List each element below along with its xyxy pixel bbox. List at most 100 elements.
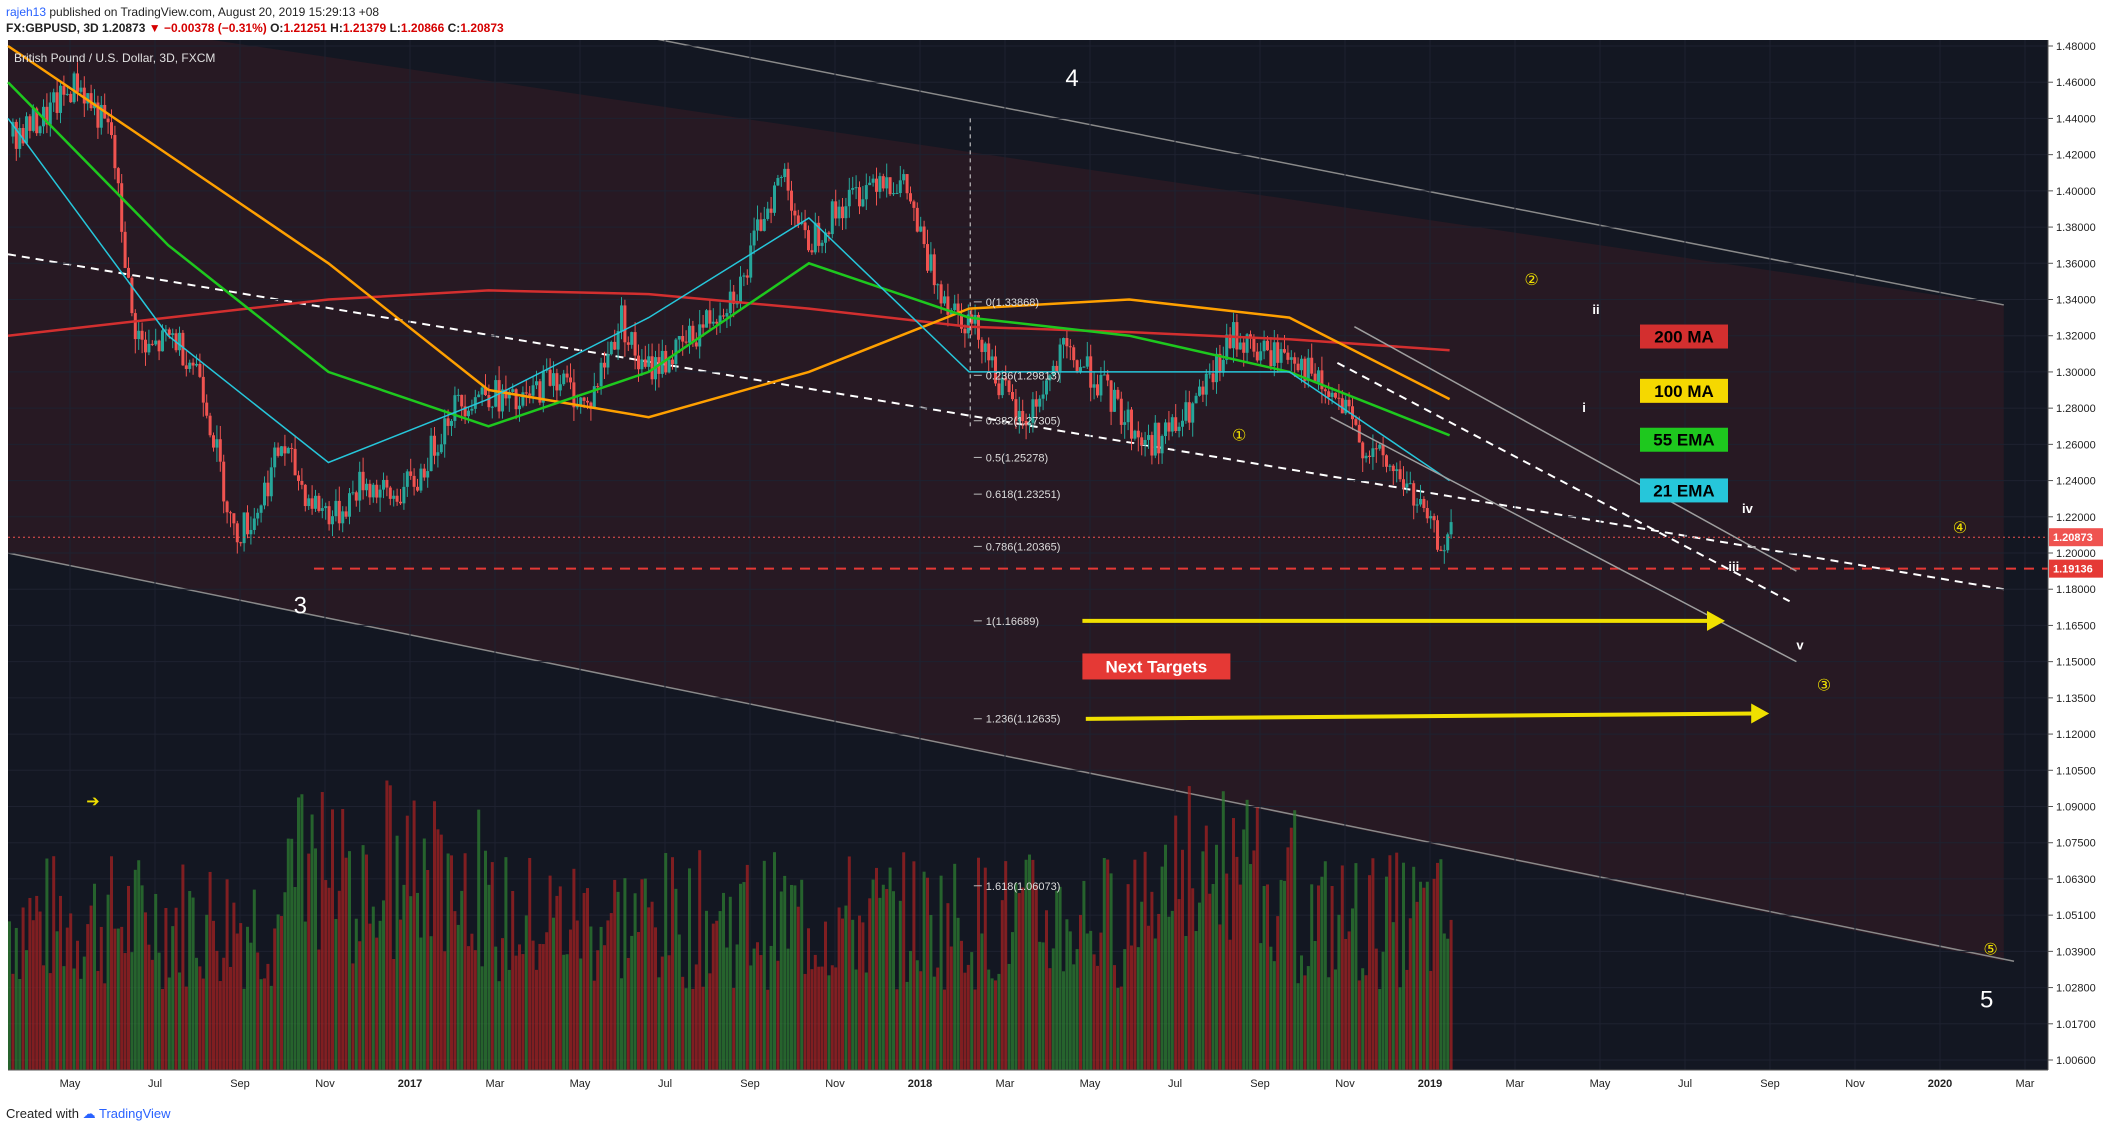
candle-body [225, 501, 229, 513]
volume-bar [514, 955, 518, 1070]
candle-body [1371, 448, 1375, 457]
candle-body [898, 180, 902, 194]
volume-bar [722, 892, 725, 1070]
x-tick-label: May [1080, 1078, 1101, 1090]
volume-bar [222, 957, 226, 1070]
volume-bar [1024, 859, 1028, 1070]
candle-body [1337, 397, 1341, 399]
volume-bar [647, 907, 651, 1070]
price-chart[interactable]: 0(1.33868) 0.236(1.29813) 0.382(1.27305) 0.… [0, 40, 2107, 1100]
y-tick-label: 1.22000 [2056, 512, 2096, 524]
volume-bar [1429, 970, 1433, 1070]
volume-bar [983, 867, 987, 1070]
legend-label: 55 EMA [1653, 431, 1714, 450]
open-value: 1.21251 [283, 21, 327, 35]
volume-bar [637, 932, 640, 1070]
volume-bar [235, 933, 239, 1070]
candle-body [1150, 435, 1154, 456]
candle-body [446, 418, 450, 426]
yellow-arrow-icon: ➔ [86, 792, 99, 811]
volume-bar [69, 913, 73, 1070]
volume-bar [21, 907, 25, 1070]
volume-bar [569, 929, 572, 1070]
volume-bar [1266, 884, 1269, 1070]
candle-body [1208, 373, 1212, 375]
candle-body [1041, 394, 1045, 399]
candle-body [1415, 504, 1419, 506]
candle-body [1300, 358, 1303, 371]
candle-body [1218, 353, 1222, 373]
volume-bar [861, 922, 865, 1070]
candle-body [460, 394, 464, 407]
volume-bar [1391, 922, 1395, 1070]
volume-bar [1140, 901, 1144, 1070]
candle-body [144, 339, 147, 353]
volume-bar [885, 889, 889, 1070]
candle-body [694, 342, 698, 347]
candle-body [1174, 417, 1178, 431]
volume-bar [38, 911, 42, 1070]
candle-body [1272, 342, 1276, 367]
x-tick-label: Jul [658, 1078, 672, 1090]
candle-body [895, 193, 899, 195]
candle-body [1398, 469, 1402, 480]
volume-bar [613, 879, 617, 1070]
volume-bar [314, 848, 317, 1070]
candle-body [793, 210, 797, 216]
volume-bar [643, 878, 647, 1070]
candle-body [640, 359, 644, 370]
volume-bar [1334, 969, 1337, 1070]
candle-body [164, 329, 168, 331]
volume-bar [337, 890, 341, 1070]
candle-body [307, 498, 311, 507]
candle-body [783, 168, 787, 178]
volume-bar [800, 879, 804, 1070]
candle-body [994, 356, 997, 384]
volume-bar [956, 917, 960, 1070]
volume-bar [1170, 910, 1174, 1070]
low-label: L: [389, 21, 401, 35]
volume-bar [365, 854, 368, 1070]
candle-body [1079, 367, 1082, 372]
candle-body [756, 219, 759, 231]
volume-bar [31, 920, 35, 1070]
minor-wave-label: ④ [1953, 518, 1967, 537]
volume-bar [963, 972, 967, 1070]
volume-bar [93, 883, 96, 1070]
volume-bar [157, 952, 161, 1070]
volume-bar [1313, 940, 1317, 1070]
volume-bar [1051, 948, 1055, 1070]
candle-body [844, 206, 848, 219]
volume-bar [1000, 900, 1004, 1070]
volume-bar [1041, 942, 1045, 1070]
candle-body [1004, 377, 1008, 381]
candle-body [1347, 399, 1351, 407]
volume-bar [555, 895, 559, 1070]
x-tick-label: 2020 [1928, 1078, 1952, 1090]
candle-body [198, 363, 202, 377]
target-arrow-1-head [1707, 610, 1725, 631]
volume-bar [1007, 963, 1011, 1070]
author-link[interactable]: rajeh13 [6, 5, 47, 19]
candle-body [1330, 392, 1334, 397]
candle-body [167, 329, 171, 335]
candle-body [538, 381, 542, 403]
volume-bar [242, 988, 246, 1070]
last-price: 1.20873 [102, 21, 146, 35]
y-tick-label: 1.06300 [2056, 874, 2096, 886]
candle-body [1317, 370, 1320, 383]
tradingview-brand[interactable]: TradingView [99, 1106, 171, 1121]
candle-body [263, 482, 266, 506]
candle-body [181, 332, 185, 366]
candle-body [1048, 375, 1052, 381]
volume-bar [1218, 924, 1222, 1070]
volume-bar [1327, 977, 1331, 1070]
volume-bar [327, 887, 331, 1070]
candle-body [1259, 351, 1263, 361]
volume-bar [470, 933, 474, 1070]
volume-bar [660, 956, 664, 1070]
legend-label: 100 MA [1654, 382, 1714, 401]
volume-bar [378, 920, 382, 1070]
volume-bar [810, 969, 814, 1070]
volume-bar [575, 920, 579, 1070]
